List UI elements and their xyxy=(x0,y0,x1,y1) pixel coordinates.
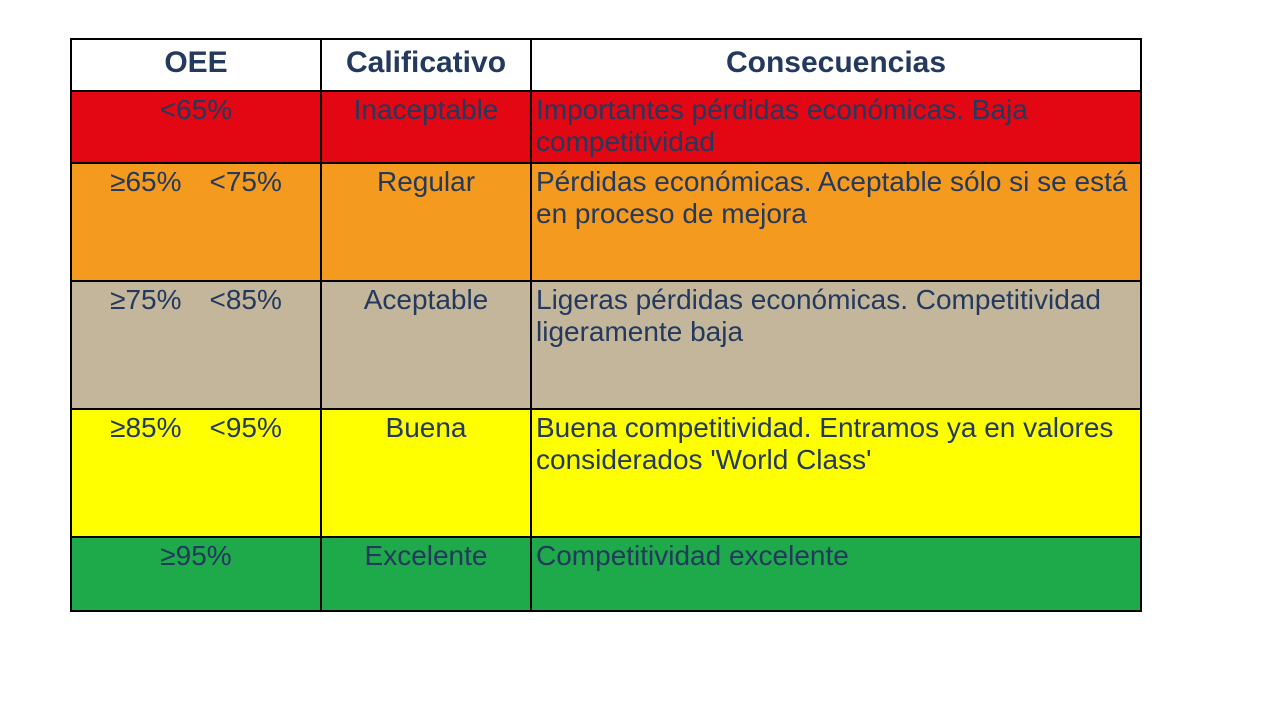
oee-range-to: <95% xyxy=(210,412,282,443)
cell-oee: ≥75% <85% xyxy=(71,281,321,409)
oee-range-from: ≥85% xyxy=(110,412,181,443)
col-header-cons: Consecuencias xyxy=(531,39,1141,91)
table-row: <65% Inaceptable Importantes pérdidas ec… xyxy=(71,91,1141,163)
cell-cons: Ligeras pérdidas económicas. Competitivi… xyxy=(531,281,1141,409)
cell-cons: Pérdidas económicas. Aceptable sólo si s… xyxy=(531,163,1141,281)
col-header-cal: Calificativo xyxy=(321,39,531,91)
cell-cal: Inaceptable xyxy=(321,91,531,163)
cell-cons: Competitividad excelente xyxy=(531,537,1141,611)
table-body: <65% Inaceptable Importantes pérdidas ec… xyxy=(71,91,1141,611)
cell-oee: ≥95% xyxy=(71,537,321,611)
oee-table: OEE Calificativo Consecuencias <65% Inac… xyxy=(70,38,1142,612)
table-row: ≥95% Excelente Competitividad excelente xyxy=(71,537,1141,611)
table-header-row: OEE Calificativo Consecuencias xyxy=(71,39,1141,91)
cell-oee: <65% xyxy=(71,91,321,163)
col-header-oee: OEE xyxy=(71,39,321,91)
cell-cons: Buena competitividad. Entramos ya en val… xyxy=(531,409,1141,537)
cell-cal: Buena xyxy=(321,409,531,537)
cell-cal: Excelente xyxy=(321,537,531,611)
oee-range-to: <75% xyxy=(210,166,282,197)
cell-oee: ≥85% <95% xyxy=(71,409,321,537)
oee-range-from: ≥65% xyxy=(110,166,181,197)
cell-cons: Importantes pérdidas económicas. Baja co… xyxy=(531,91,1141,163)
table-row: ≥85% <95% Buena Buena competitividad. Ent… xyxy=(71,409,1141,537)
table-row: ≥65% <75% Regular Pérdidas económicas. Ac… xyxy=(71,163,1141,281)
oee-range-to: <85% xyxy=(210,284,282,315)
cell-cal: Aceptable xyxy=(321,281,531,409)
oee-range-from: ≥75% xyxy=(110,284,181,315)
cell-oee: ≥65% <75% xyxy=(71,163,321,281)
cell-cal: Regular xyxy=(321,163,531,281)
table-row: ≥75% <85% Aceptable Ligeras pérdidas econ… xyxy=(71,281,1141,409)
